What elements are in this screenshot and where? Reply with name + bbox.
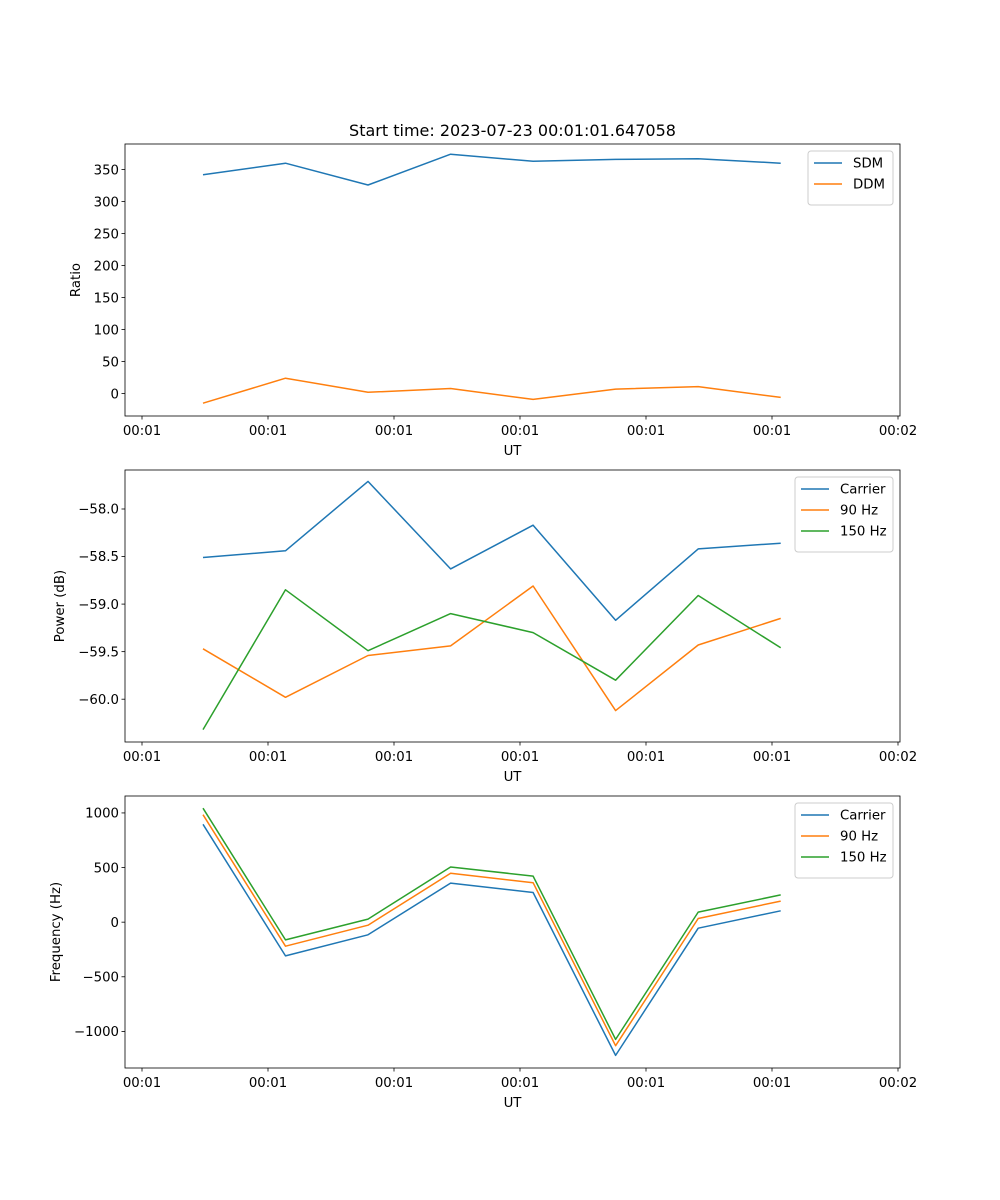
legend: SDM DDM (807, 150, 894, 206)
series-line-carrier (202, 823, 781, 1057)
x-tick-label: 00:02 (879, 424, 917, 439)
legend-frame (794, 476, 894, 553)
y-tick-label: −500 (82, 970, 119, 985)
y-tick-label: 0 (111, 916, 119, 931)
x-tick-label: 00:01 (249, 424, 287, 439)
y-tick-label: −59.5 (78, 645, 119, 660)
series-line-sdm (202, 153, 781, 186)
x-axis-label: UT (504, 1096, 523, 1111)
x-tick-label: 00:01 (249, 1076, 287, 1091)
series-line-ddm (202, 377, 781, 404)
y-axis-label: Power (dB) (53, 570, 68, 642)
y-tick-label: −58.5 (78, 550, 119, 565)
y-tick-label: 50 (102, 355, 119, 370)
series-line-150-hz (202, 807, 781, 1041)
x-tick-label: 00:01 (753, 424, 791, 439)
panel-1: 0 50 100 150 200 250 300 350 00:01 00:01 00:01 00:0… (69, 143, 917, 459)
x-tick-label: 00:01 (375, 424, 413, 439)
x-tick-label: 00:01 (753, 750, 791, 765)
x-tick-label: 00:01 (501, 750, 539, 765)
x-tick-label: 00:01 (501, 424, 539, 439)
y-tick-label: 0 (111, 387, 119, 402)
y-axis-label: Ratio (69, 263, 84, 297)
legend-label: 90 Hz (840, 504, 878, 519)
y-tick-label: −58.0 (78, 503, 119, 518)
x-tick-label: 00:01 (375, 1076, 413, 1091)
legend-label: SDM (853, 157, 883, 172)
x-tick-label: 00:01 (627, 750, 665, 765)
panel-3: −1000 −500 0 500 1000 00:01 00:01 00:01 00:01 00:… (49, 795, 917, 1111)
series-line-150-hz (202, 589, 782, 730)
x-axis-label: UT (504, 770, 523, 785)
x-tick-label: 00:01 (627, 1076, 665, 1091)
axes-frame (124, 143, 901, 417)
x-tick-label: 00:01 (627, 424, 665, 439)
y-tick-label: −59.0 (78, 598, 119, 613)
y-axis-label: Frequency (Hz) (49, 882, 64, 982)
x-tick-label: 00:01 (753, 1076, 791, 1091)
legend-label: Carrier (840, 483, 886, 498)
x-tick-label: 00:02 (879, 750, 917, 765)
legend-frame (794, 802, 894, 879)
axes-frame (124, 795, 901, 1069)
y-tick-label: 150 (94, 291, 119, 306)
x-axis-label: UT (504, 444, 523, 459)
legend-frame (807, 150, 894, 206)
chart-title: Start time: 2023-07-23 00:01:01.647058 (349, 121, 676, 140)
x-tick-label: 00:01 (249, 750, 287, 765)
y-tick-label: 100 (94, 323, 119, 338)
legend-label: Carrier (840, 809, 886, 824)
series-line-carrier (202, 480, 781, 622)
y-tick-label: −1000 (74, 1025, 119, 1040)
x-tick-label: 00:01 (123, 750, 161, 765)
series-line-90-hz (202, 814, 781, 1047)
y-tick-label: 250 (94, 227, 119, 242)
series-line-90-hz (202, 585, 781, 712)
y-tick-label: −60.0 (78, 693, 119, 708)
x-tick-label: 00:01 (375, 750, 413, 765)
legend-label: 150 Hz (840, 851, 887, 866)
x-tick-label: 00:01 (123, 424, 161, 439)
y-tick-label: 1000 (85, 807, 119, 822)
legend: Carrier 90 Hz 150 Hz (794, 476, 894, 553)
axes-frame (124, 469, 901, 743)
y-tick-label: 200 (94, 259, 119, 274)
x-tick-label: 00:01 (123, 1076, 161, 1091)
y-tick-label: 350 (94, 163, 119, 178)
x-tick-label: 00:01 (501, 1076, 539, 1091)
legend-label: 90 Hz (840, 830, 878, 845)
panel-2: −60.0 −59.5 −59.0 −58.5 −58.0 00:01 00:01 00:01… (53, 469, 917, 785)
y-tick-label: 300 (94, 195, 119, 210)
y-tick-label: 500 (94, 861, 119, 876)
legend-label: 150 Hz (840, 525, 887, 540)
legend: Carrier 90 Hz 150 Hz (794, 802, 894, 879)
legend-label: DDM (853, 178, 885, 193)
x-tick-label: 00:02 (879, 1076, 917, 1091)
